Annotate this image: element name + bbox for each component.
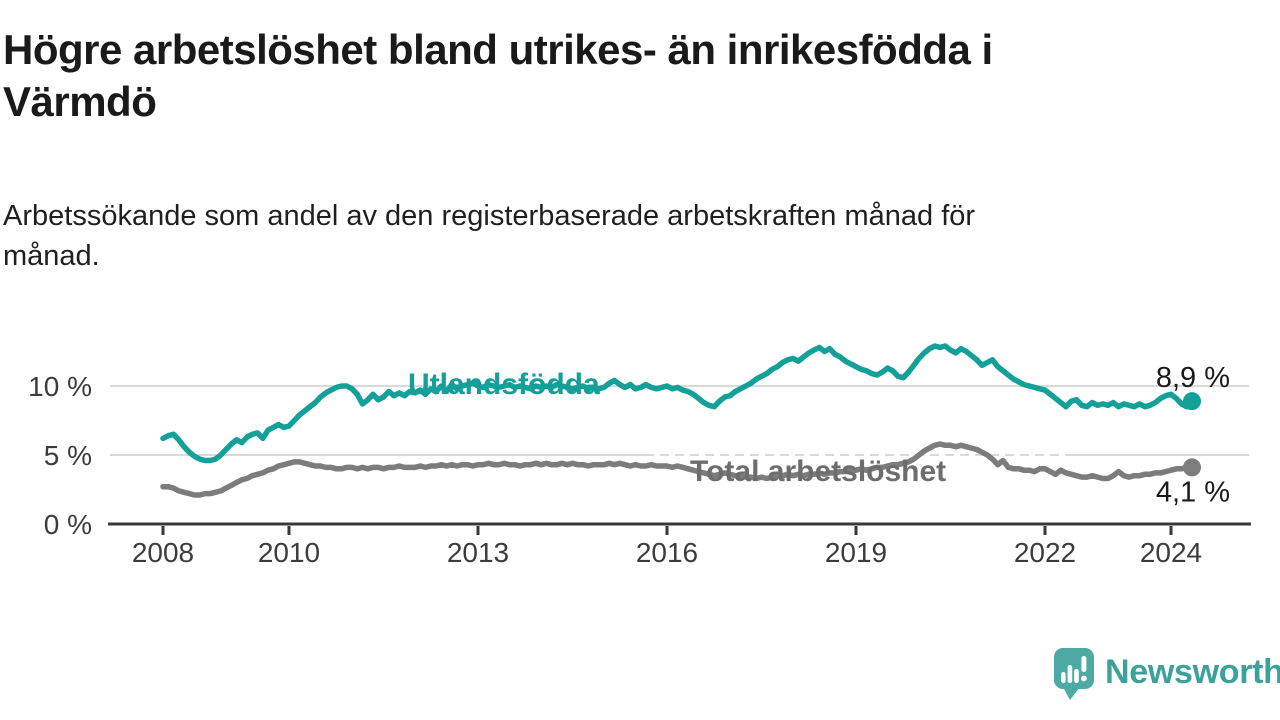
y-tick-label-5: 5 % bbox=[44, 440, 92, 471]
series-line-total-arbetsloshet bbox=[160, 441, 1195, 498]
x-tick-label-2024: 2024 bbox=[1140, 537, 1202, 568]
chart-subtitle: Arbetssökande som andel av den registerb… bbox=[3, 200, 976, 273]
newsworthy-logo-text: Newsworthy bbox=[1105, 652, 1280, 691]
chart-title: Högre arbetslöshet bland utrikes- än inr… bbox=[3, 26, 993, 126]
x-tick-label-2022: 2022 bbox=[1014, 537, 1076, 568]
newsworthy-logo: Newsworthy bbox=[1054, 646, 1280, 702]
series-end-dot-utlandsfodda bbox=[1183, 392, 1201, 411]
end-value-label-utlandsfodda: 8,9 % bbox=[1156, 362, 1230, 394]
newsworthy-logo-icon bbox=[1054, 647, 1094, 700]
y-tick-label-10: 10 % bbox=[28, 371, 92, 402]
series-line-utlandsfodda bbox=[160, 343, 1195, 464]
series-end-dot-total-arbetsloshet bbox=[1183, 458, 1201, 477]
x-tick-label-2008: 2008 bbox=[132, 537, 194, 568]
x-tick-label-2013: 2013 bbox=[447, 537, 509, 568]
series-label-total-arbetsloshet: Total arbetslöshet bbox=[690, 455, 946, 488]
x-tick-label-2019: 2019 bbox=[825, 537, 887, 568]
series-label-utlandsfodda: Utlandsfödda bbox=[408, 368, 600, 401]
y-tick-label-0: 0 % bbox=[44, 509, 92, 540]
end-value-label-total-arbetsloshet: 4,1 % bbox=[1156, 476, 1230, 508]
x-tick-label-2016: 2016 bbox=[636, 537, 698, 568]
x-tick-label-2010: 2010 bbox=[258, 537, 320, 568]
